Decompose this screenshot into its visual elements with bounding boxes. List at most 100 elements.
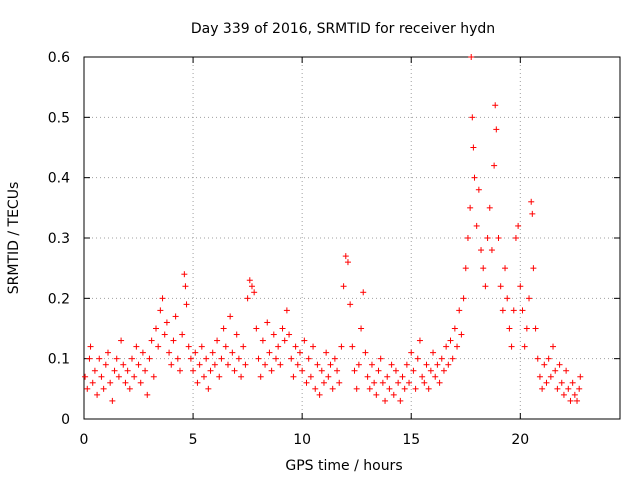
data-point-marker: [338, 343, 345, 350]
data-point-marker: [331, 355, 338, 362]
data-point-marker: [438, 355, 445, 362]
data-point-marker: [279, 325, 286, 332]
data-point-marker: [172, 313, 179, 320]
data-point-marker: [84, 385, 91, 392]
data-point-marker: [576, 385, 583, 392]
data-point-marker: [543, 379, 550, 386]
data-point-marker: [310, 343, 317, 350]
data-point-marker: [283, 307, 290, 314]
data-point-marker: [423, 361, 430, 368]
data-point-marker: [224, 361, 231, 368]
data-point-marker: [558, 379, 565, 386]
data-point-marker: [534, 355, 541, 362]
grid-lines: [84, 57, 620, 419]
data-point-marker: [362, 349, 369, 356]
data-point-marker: [294, 361, 301, 368]
data-point-marker: [508, 343, 515, 350]
data-point-marker: [320, 379, 327, 386]
data-point-marker: [375, 367, 382, 374]
data-point-marker: [454, 343, 461, 350]
data-point-marker: [144, 391, 151, 398]
data-point-marker: [155, 343, 162, 350]
y-tick-label: 0.2: [48, 291, 70, 307]
data-point-marker: [262, 361, 269, 368]
data-point-marker: [179, 331, 186, 338]
data-point-marker: [577, 373, 584, 380]
data-point-marker: [410, 367, 417, 374]
data-point-marker: [360, 289, 367, 296]
data-point-marker: [482, 283, 489, 290]
data-point-marker: [344, 259, 351, 266]
data-point-marker: [392, 367, 399, 374]
data-point-marker: [181, 271, 188, 278]
data-point-marker: [436, 379, 443, 386]
data-point-marker: [464, 235, 471, 241]
data-point-marker: [565, 385, 572, 392]
data-point-marker: [427, 367, 434, 374]
data-point-marker: [560, 391, 567, 398]
data-point-marker: [563, 367, 570, 374]
y-axis: 0 0.1 0.2 0.3 0.4 0.5 0.6: [48, 50, 620, 428]
data-point-marker: [421, 379, 428, 386]
data-point-marker: [323, 349, 330, 356]
data-point-marker: [574, 397, 581, 404]
data-point-marker: [146, 355, 153, 362]
data-point-marker: [142, 367, 149, 374]
data-point-marker: [277, 361, 284, 368]
data-point-marker: [128, 355, 135, 362]
x-axis: 0 5 10 15 20: [80, 57, 529, 448]
data-point-marker: [270, 331, 277, 338]
data-point-marker: [371, 379, 378, 386]
data-point-marker: [314, 361, 321, 368]
data-point-marker: [382, 397, 389, 404]
data-point-marker: [307, 373, 314, 380]
data-point-marker: [122, 379, 129, 386]
data-point-marker: [340, 283, 347, 290]
data-point-marker: [120, 361, 127, 368]
data-point-marker: [222, 343, 229, 350]
y-axis-label: SRMTID / TECUs: [6, 182, 22, 295]
data-point-marker: [253, 325, 260, 332]
data-point-marker: [107, 379, 114, 386]
data-point-marker: [124, 367, 131, 374]
data-point-marker: [470, 144, 477, 151]
data-point-marker: [497, 283, 504, 290]
data-point-marker: [272, 355, 279, 362]
data-point-marker: [257, 373, 264, 380]
data-point-marker: [526, 295, 533, 302]
data-point-marker: [109, 397, 116, 404]
data-point-marker: [281, 337, 288, 344]
data-point-marker: [299, 367, 306, 374]
data-point-marker: [521, 343, 528, 350]
data-point-marker: [235, 355, 242, 362]
data-point-marker: [530, 265, 537, 272]
data-point-marker: [111, 367, 118, 374]
data-point-marker: [432, 373, 439, 380]
data-point-marker: [207, 367, 214, 374]
data-point-marker: [377, 355, 384, 362]
data-point-marker: [414, 355, 421, 362]
data-point-marker: [275, 343, 282, 350]
data-point-marker: [336, 379, 343, 386]
data-point-marker: [366, 385, 373, 392]
data-point-marker: [403, 361, 410, 368]
data-point-marker: [552, 367, 559, 374]
data-point-marker: [327, 361, 334, 368]
data-point-marker: [351, 367, 358, 374]
data-point-marker: [139, 349, 146, 356]
data-point-marker: [203, 355, 210, 362]
data-point-marker: [491, 162, 498, 169]
data-point-marker: [150, 373, 157, 380]
data-point-marker: [486, 204, 493, 211]
data-point-marker: [163, 319, 170, 326]
data-point-marker: [94, 391, 101, 398]
data-point-marker: [185, 343, 192, 350]
data-point-marker: [251, 289, 258, 296]
data-point-marker: [182, 283, 189, 290]
data-point-marker: [379, 379, 386, 386]
data-point-marker: [364, 373, 371, 380]
data-point-marker: [152, 325, 159, 332]
data-point-marker: [238, 373, 245, 380]
data-point-marker: [406, 379, 413, 386]
